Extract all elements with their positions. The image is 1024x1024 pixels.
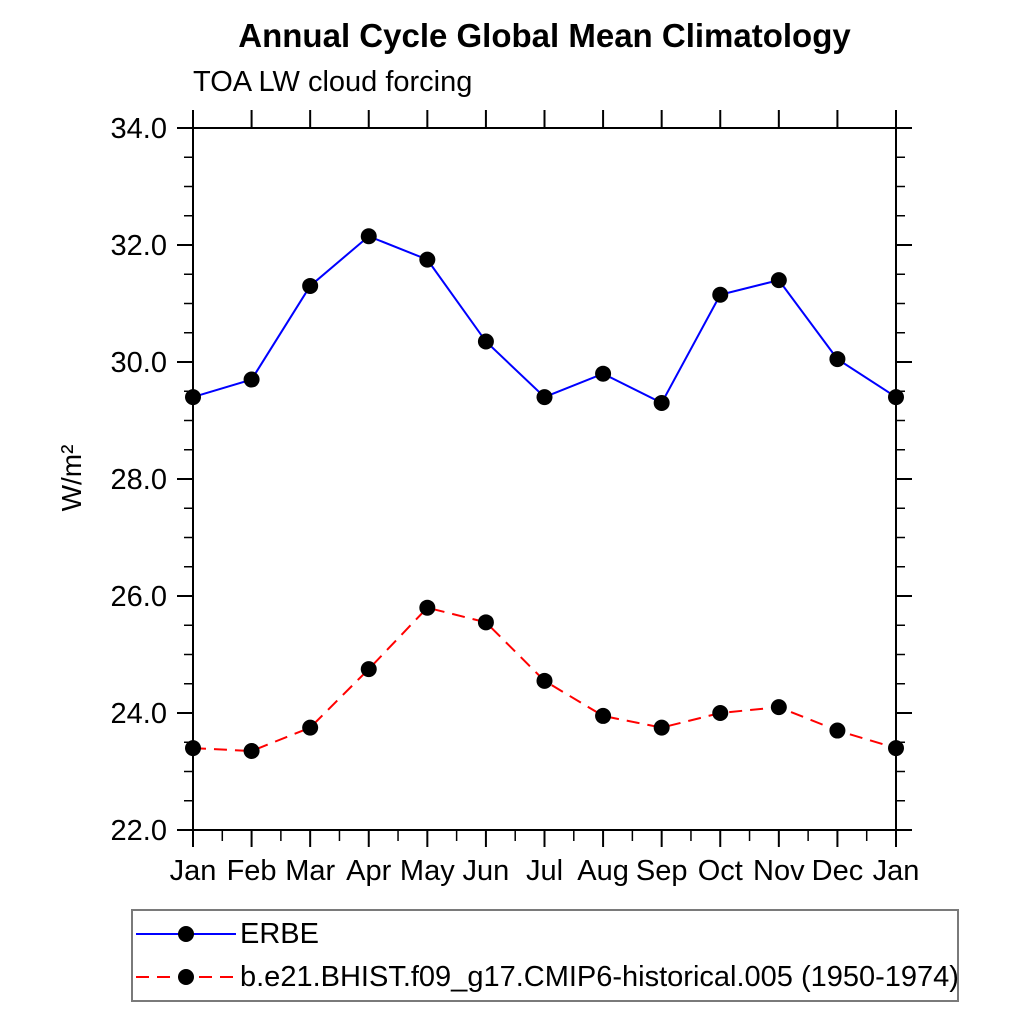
data-point-marker <box>595 365 612 382</box>
data-point-marker <box>243 371 260 388</box>
legend-box: ERBE b.e21.BHIST.f09_g17.CMIP6-historica… <box>131 909 959 1002</box>
model-line-sample <box>136 969 236 985</box>
data-point-marker <box>536 389 553 406</box>
svg-text:Dec: Dec <box>812 855 864 887</box>
svg-text:Aug: Aug <box>577 855 629 887</box>
svg-text:32.0: 32.0 <box>111 230 167 262</box>
svg-text:Nov: Nov <box>753 855 805 887</box>
svg-text:24.0: 24.0 <box>111 698 167 730</box>
x-axis-tick-labels: Jan Feb Mar Apr May Jun Jul Aug Sep Oct Nov Dec Jan <box>170 855 920 887</box>
chart-title: Annual Cycle Global Mean Climatology <box>238 17 851 54</box>
svg-text:Apr: Apr <box>346 855 391 887</box>
erbe-line-sample <box>136 926 236 942</box>
data-point-marker <box>829 722 846 739</box>
data-point-marker <box>243 743 260 760</box>
data-point-marker <box>770 272 787 289</box>
data-point-marker <box>185 389 201 406</box>
data-point-marker <box>536 672 553 689</box>
legend-label-model: b.e21.BHIST.f09_g17.CMIP6-historical.005… <box>240 960 959 993</box>
svg-text:May: May <box>400 855 455 887</box>
svg-text:28.0: 28.0 <box>111 464 167 496</box>
data-point-marker <box>888 389 904 406</box>
data-point-marker <box>477 333 494 350</box>
y-axis-tick-labels: 22.0 24.0 26.0 28.0 30.0 32.0 34.0 <box>111 113 167 847</box>
data-point-marker <box>419 251 436 268</box>
legend-label-erbe: ERBE <box>240 917 319 950</box>
data-point-marker <box>829 351 846 368</box>
plot-frame <box>192 127 897 831</box>
svg-text:Jan: Jan <box>170 855 217 887</box>
data-point-marker <box>360 228 377 245</box>
data-point-marker <box>302 277 319 294</box>
y-axis-ticks <box>177 127 912 831</box>
data-point-marker <box>477 614 494 631</box>
legend-item-model: b.e21.BHIST.f09_g17.CMIP6-historical.005… <box>133 957 959 998</box>
data-point-marker <box>360 661 377 678</box>
data-point-marker <box>712 286 729 303</box>
svg-text:Jan: Jan <box>873 855 920 887</box>
svg-text:34.0: 34.0 <box>111 113 167 145</box>
svg-text:Jul: Jul <box>526 855 563 887</box>
svg-text:26.0: 26.0 <box>111 581 167 613</box>
model-series <box>185 599 904 760</box>
data-point-marker <box>185 740 201 757</box>
legend-item-erbe: ERBE <box>133 914 957 955</box>
svg-text:22.0: 22.0 <box>111 815 167 847</box>
data-point-marker <box>595 707 612 724</box>
chart-subtitle: TOA LW cloud forcing <box>193 66 473 98</box>
x-axis-ticks <box>192 110 897 847</box>
svg-text:Sep: Sep <box>636 855 688 887</box>
svg-text:Oct: Oct <box>698 855 743 887</box>
svg-text:Jun: Jun <box>463 855 510 887</box>
erbe-series <box>185 228 904 411</box>
data-point-marker <box>419 599 436 616</box>
data-point-marker <box>888 740 904 757</box>
data-point-marker <box>653 394 670 411</box>
data-point-marker <box>302 719 319 736</box>
data-point-marker <box>712 705 729 721</box>
svg-text:30.0: 30.0 <box>111 347 167 379</box>
svg-text:Feb: Feb <box>227 855 277 887</box>
data-point-marker <box>770 699 787 716</box>
svg-text:Mar: Mar <box>285 855 335 887</box>
data-point-marker <box>653 719 670 736</box>
